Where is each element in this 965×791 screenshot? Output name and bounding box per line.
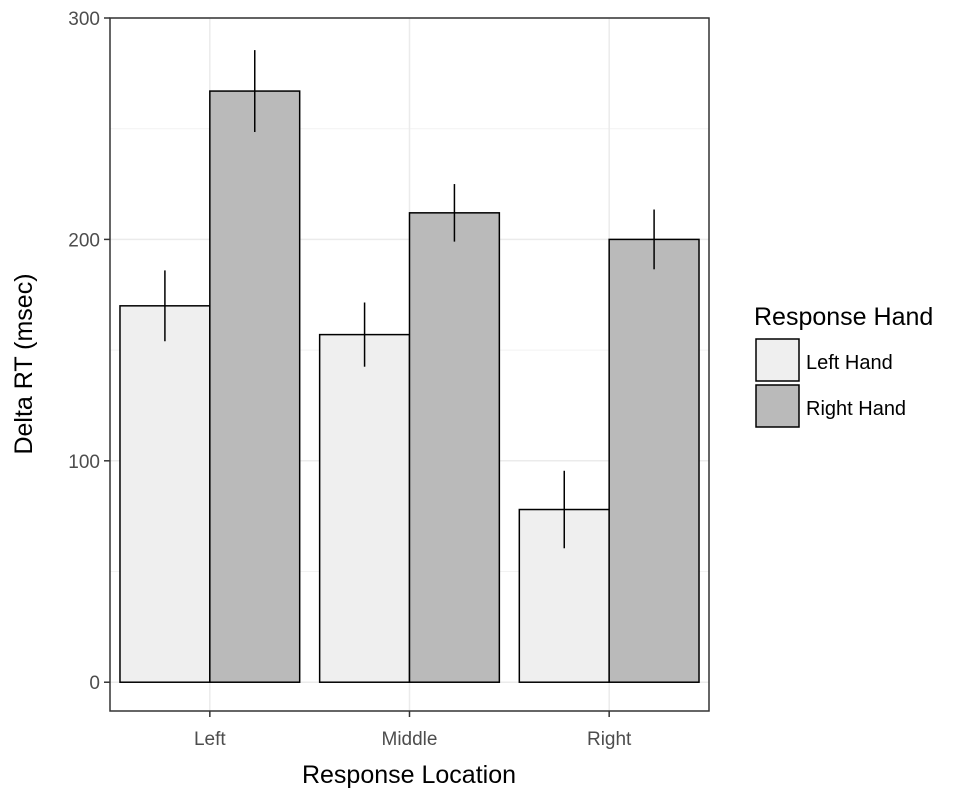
bar-right-hand-middle	[408, 212, 501, 683]
bars	[119, 90, 700, 683]
legend-key-left-hand	[755, 338, 800, 382]
y-tick-label: 300	[68, 9, 100, 30]
legend-label-right-hand: Right Hand	[806, 398, 906, 420]
x-tick-label: Right	[587, 729, 632, 750]
error-bars	[164, 50, 655, 549]
legend: Response Hand Left Hand Right Hand	[754, 303, 933, 428]
x-axis-title: Response Location	[302, 761, 516, 789]
bar-right-hand-left	[209, 90, 301, 683]
bar-right-hand-right	[608, 238, 700, 683]
y-tick-label: 0	[89, 673, 100, 694]
legend-key-right-hand	[755, 384, 800, 428]
bar-left-hand-left	[119, 305, 211, 683]
y-axis: 0 100 200 300	[68, 9, 110, 694]
legend-title: Response Hand	[754, 303, 933, 331]
bar-left-hand-middle	[318, 333, 411, 683]
legend-label-left-hand: Left Hand	[806, 352, 893, 374]
x-tick-label: Left	[194, 729, 226, 750]
y-tick-label: 100	[68, 452, 100, 473]
y-tick-label: 200	[68, 230, 100, 251]
x-tick-label: Middle	[382, 729, 438, 750]
x-axis: Left Middle Right	[194, 711, 632, 750]
y-axis-title: Delta RT (msec)	[10, 273, 38, 454]
